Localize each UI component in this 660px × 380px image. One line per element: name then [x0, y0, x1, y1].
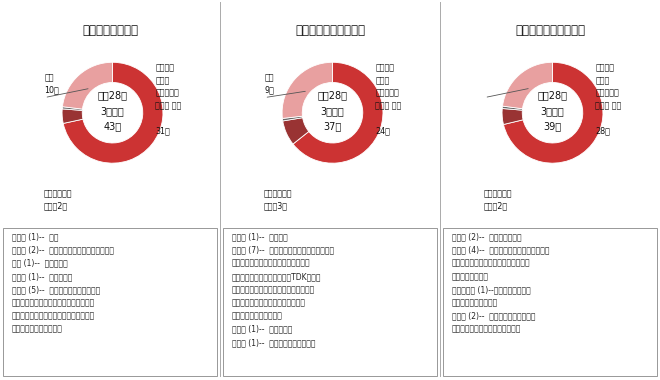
Wedge shape	[282, 118, 309, 144]
Wedge shape	[63, 62, 163, 163]
Wedge shape	[502, 106, 523, 110]
Wedge shape	[63, 62, 112, 109]
Text: 平成28年
3月卒業
43名: 平成28年 3月卒業 43名	[98, 90, 127, 131]
Text: 信州大学
大学院
総合理工学
研究科 進学

31名: 信州大学 大学院 総合理工学 研究科 進学 31名	[156, 63, 182, 135]
Wedge shape	[502, 109, 523, 125]
Text: 食品系 (1)--  長野興農
製造系 (7)--  青木国際研究所、アズザック、
　　　　　　サンエテクノスプラント
　　　　　　エンジニアズ、TDK、日華
: 食品系 (1)-- 長野興農 製造系 (7)-- 青木国際研究所、アズザック、 …	[232, 233, 334, 347]
Wedge shape	[502, 62, 552, 109]
Text: 食品系 (1)--  日世
製造系 (2)--  東レ・テキスタイル、レナウン
教員 (1)--  千葉県教員
公務員 (1)--  長野県警察
その他 (5): 食品系 (1)-- 日世 製造系 (2)-- 東レ・テキスタイル、レナウン 教員…	[12, 233, 114, 334]
Wedge shape	[62, 109, 83, 124]
Wedge shape	[293, 62, 383, 163]
Wedge shape	[282, 116, 303, 121]
FancyBboxPatch shape	[223, 228, 437, 376]
Text: 食品系 (2)--  おびなた、丸金
製造系 (4)--  アドヴィックス、東海染工、
　　　　　　ナリス化粧品、前田薬品
　　　　　　工業
情報通信系 (1): 食品系 (2)-- おびなた、丸金 製造系 (4)-- アドヴィックス、東海染工…	[452, 233, 549, 334]
Wedge shape	[504, 62, 603, 163]
Text: 就職
10名: 就職 10名	[45, 73, 59, 95]
FancyBboxPatch shape	[444, 228, 657, 376]
Title: 【材料化学工学課程】: 【材料化学工学課程】	[295, 24, 365, 37]
Text: 信州大学
大学院
総合理工学
研究科 進学

28名: 信州大学 大学院 総合理工学 研究科 進学 28名	[595, 63, 622, 135]
Text: 平成28年
3月卒業
37名: 平成28年 3月卒業 37名	[317, 90, 348, 131]
Text: 他大学大学院
進学　2名: 他大学大学院 進学 2名	[484, 189, 512, 210]
FancyBboxPatch shape	[3, 228, 216, 376]
Title: 【機能高分子学課程】: 【機能高分子学課程】	[515, 24, 585, 37]
Text: 他大学大学院
進学　2名: 他大学大学院 進学 2名	[44, 189, 73, 210]
Wedge shape	[282, 62, 333, 119]
Text: 就職
9名: 就職 9名	[265, 73, 275, 95]
Text: 平成28年
3月卒業
39名: 平成28年 3月卒業 39名	[537, 90, 568, 131]
Wedge shape	[62, 107, 82, 111]
Title: 【応用化学課程】: 【応用化学課程】	[82, 24, 138, 37]
Text: 他大学大学院
進学　3名: 他大学大学院 進学 3名	[264, 189, 292, 210]
Text: 信州大学
大学院
総合理工学
研究科 進学

24名: 信州大学 大学院 総合理工学 研究科 進学 24名	[376, 63, 402, 135]
